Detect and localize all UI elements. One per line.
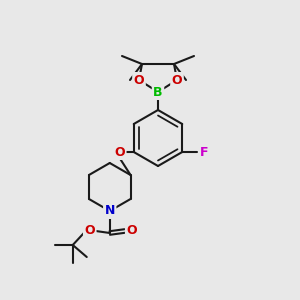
Text: O: O xyxy=(134,74,144,86)
Text: B: B xyxy=(153,85,163,98)
Text: F: F xyxy=(200,146,208,158)
Text: O: O xyxy=(172,74,182,86)
Text: N: N xyxy=(105,205,115,218)
Text: O: O xyxy=(126,224,137,238)
Text: O: O xyxy=(84,224,95,238)
Text: O: O xyxy=(114,146,125,158)
